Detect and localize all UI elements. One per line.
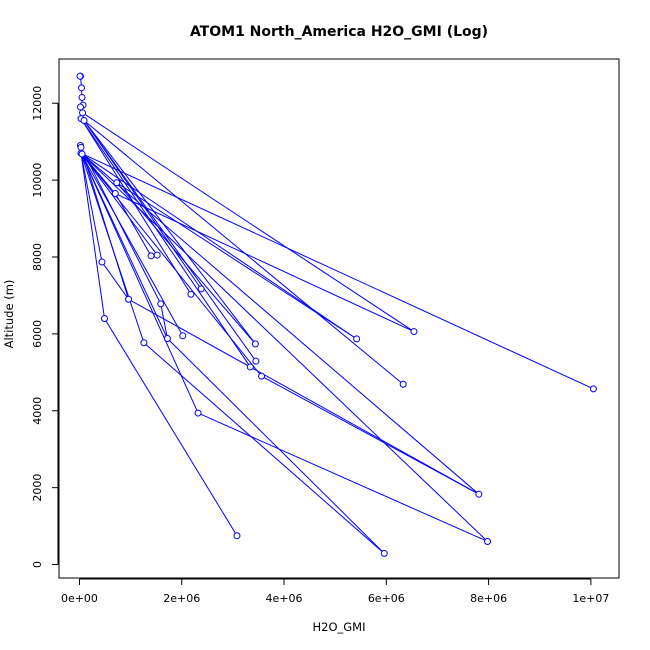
x-tick-label: 6e+06 [368, 592, 405, 605]
y-tick-label: 6000 [31, 320, 44, 348]
data-point [252, 357, 260, 365]
series-line-segment [261, 375, 480, 495]
data-point [589, 385, 597, 393]
data-point [76, 103, 84, 111]
series-line-segment [80, 118, 251, 368]
series-line-segment [80, 118, 192, 295]
series-line-segment [101, 261, 129, 300]
series-line-segment [80, 153, 103, 263]
data-point [113, 179, 121, 187]
data-point [380, 549, 388, 557]
series-line-segment [80, 152, 594, 390]
data-point [187, 290, 195, 298]
x-axis-label: H2O_GMI [313, 620, 366, 634]
x-tick-label: 2e+06 [163, 592, 200, 605]
data-point [251, 340, 259, 348]
data-point [399, 380, 407, 388]
line-segments [79, 76, 594, 554]
y-tick-label: 0 [31, 561, 44, 568]
series-line-segment [104, 318, 238, 536]
series-line-segment [143, 342, 385, 554]
series-line-segment [80, 152, 158, 256]
y-axis-label: Altitude (m) [2, 280, 16, 349]
data-point [79, 109, 87, 117]
data-point [157, 300, 165, 308]
series-line-segment [80, 152, 480, 495]
series-line-segment [80, 153, 106, 319]
data-point [78, 150, 86, 158]
data-point [140, 339, 148, 347]
series-line-segment [167, 338, 385, 554]
series-line-segment [116, 182, 256, 345]
series-line-segment [115, 193, 415, 333]
series-line-segment [80, 152, 184, 337]
series-line-segment [116, 182, 357, 340]
series-line-segment [80, 147, 162, 305]
series-line-segment [83, 120, 257, 362]
y-tick-label: 8000 [31, 243, 44, 271]
x-tick-label: 4e+06 [266, 592, 303, 605]
data-point [147, 252, 155, 260]
data-point [163, 334, 171, 342]
data-point [78, 93, 86, 101]
data-point [179, 332, 187, 340]
series-line-segment [80, 152, 262, 377]
x-tick-label: 8e+06 [470, 592, 507, 605]
data-point [98, 258, 106, 266]
y-tick-label: 10000 [31, 163, 44, 198]
data-point [101, 315, 109, 322]
series-line-segment [80, 152, 199, 414]
series-line-segment [128, 298, 480, 495]
series-line-segment [80, 153, 145, 343]
data-point [153, 251, 161, 259]
series-line-segment [80, 152, 488, 542]
series-line-segment [80, 152, 357, 340]
data-point [258, 372, 266, 380]
series-line-segment [160, 303, 168, 339]
series-line-segment [83, 120, 256, 345]
data-point [125, 295, 133, 303]
y-tick-label: 12000 [31, 86, 44, 121]
data-point [246, 363, 254, 371]
chart-title: ATOM1 North_America H2O_GMI (Log) [190, 24, 488, 40]
x-axis: 0e+00 2e+06 4e+06 6e+06 8e+06 1e+07 [61, 578, 609, 605]
data-point [475, 490, 483, 498]
data-point [78, 84, 86, 92]
data-point [194, 409, 202, 417]
data-point [80, 117, 88, 125]
series-line-segment [83, 120, 202, 290]
data-point [353, 335, 361, 343]
data-point [76, 72, 84, 80]
plot-frame [58, 58, 620, 579]
data-point [410, 328, 418, 336]
x-tick-label: 0e+00 [61, 592, 98, 605]
data-point [197, 285, 205, 293]
series-line-segment [114, 193, 152, 257]
data-point [111, 190, 119, 198]
y-axis: 0 2000 4000 6000 8000 10000 12000 [31, 86, 59, 568]
series-line-segment [82, 112, 415, 332]
y-tick-label: 2000 [31, 474, 44, 502]
data-point [484, 537, 492, 545]
series-line-segment [197, 412, 488, 542]
data-points [76, 72, 597, 557]
data-point [233, 532, 241, 540]
y-tick-label: 4000 [31, 397, 44, 425]
x-tick-label: 1e+07 [572, 592, 609, 605]
data-point [77, 143, 85, 151]
